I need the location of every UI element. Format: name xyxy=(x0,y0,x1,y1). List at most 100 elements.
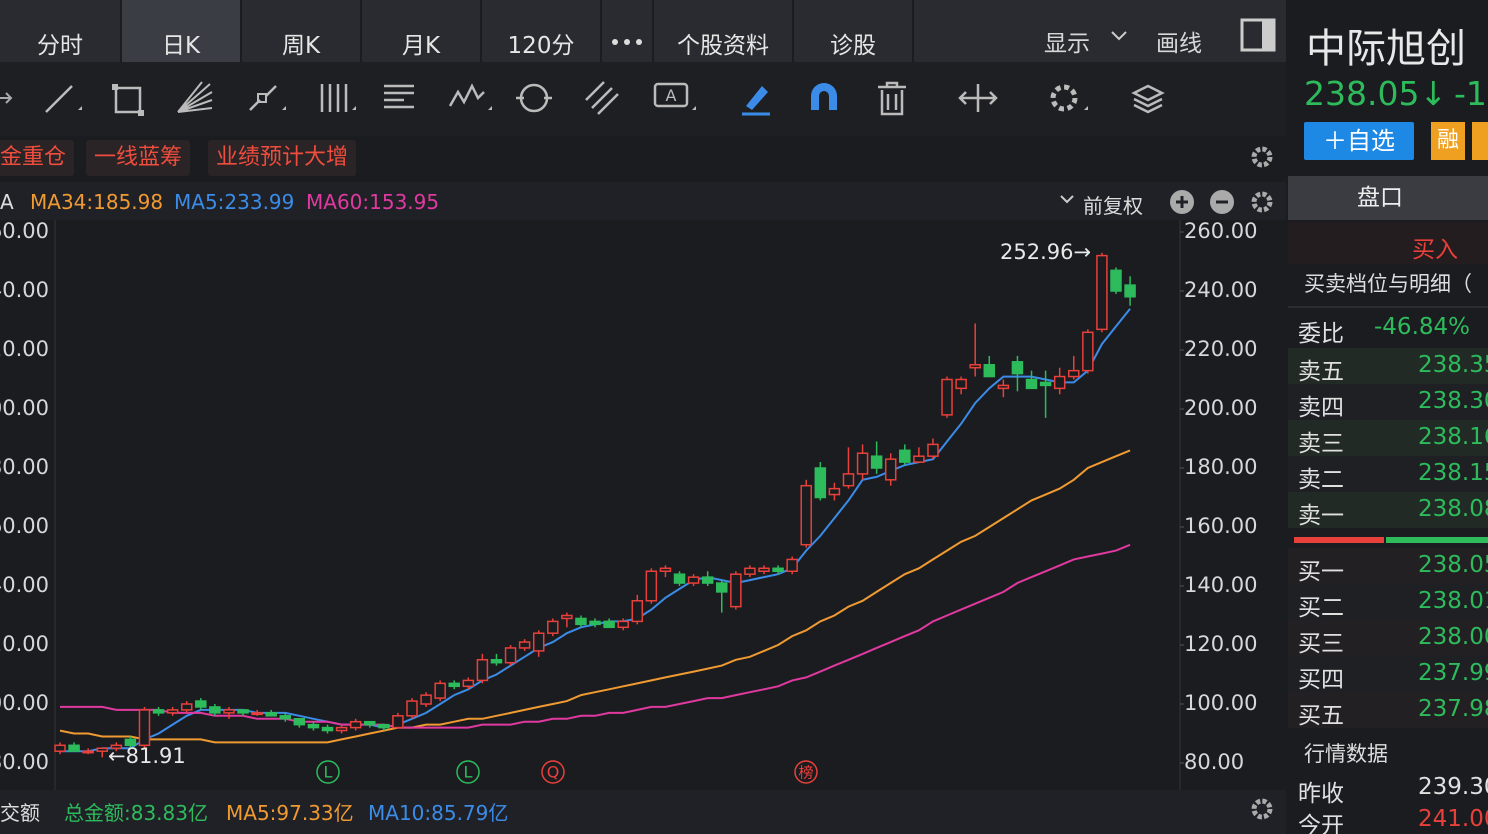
margin-badge: 融 xyxy=(1431,122,1465,160)
candle-body xyxy=(378,723,390,729)
tool[interactable] xyxy=(108,80,150,116)
tool[interactable] xyxy=(380,80,422,116)
tab-bar: 分时 日K 周K 月K 120分 个股资料 诊股 显示 画线 xyxy=(0,0,1286,62)
tab[interactable]: 分时 xyxy=(0,0,122,62)
ratio-label: 委比 xyxy=(1298,321,1344,347)
y-tick-label: 200.00 xyxy=(0,396,49,420)
more-button[interactable] xyxy=(602,0,654,62)
y2-tick-label: 260.00 xyxy=(1184,220,1257,243)
marker[interactable]: L xyxy=(464,763,473,782)
candle-body xyxy=(54,744,66,752)
tool[interactable] xyxy=(958,80,998,116)
row-label: 卖五 xyxy=(1298,359,1344,385)
book-row: 卖四 238.30 xyxy=(1288,384,1488,421)
book-row: 买二 238.01 xyxy=(1288,584,1488,621)
tab[interactable]: 诊股 xyxy=(794,0,914,62)
y-tick-label: 180.00 xyxy=(0,455,49,479)
book-heading: 买卖档位与明细（ xyxy=(1304,272,1472,296)
tool[interactable] xyxy=(448,80,494,116)
candle-body xyxy=(124,738,137,747)
tool[interactable] xyxy=(582,80,624,116)
marker[interactable]: L xyxy=(324,763,333,782)
chevron xyxy=(1111,31,1127,41)
market-heading: 行情数据 xyxy=(1304,742,1388,766)
book-row: 卖五 238.35 xyxy=(1288,348,1488,385)
candle-body xyxy=(645,570,658,602)
candle-body xyxy=(969,364,981,369)
row-label: 卖三 xyxy=(1298,431,1344,457)
price-chart: L L Q 榜 260.00 260.00 240.00 240.00 220.00 22… xyxy=(0,220,1257,790)
candle-body xyxy=(307,723,320,729)
watch-button[interactable]: ＋自选 xyxy=(1304,122,1414,160)
book-row: 买五 237.98 xyxy=(1288,692,1488,729)
buy-label[interactable]: 买入 xyxy=(1412,237,1458,263)
tool[interactable] xyxy=(246,80,288,116)
tool[interactable]: A xyxy=(652,80,698,116)
marker[interactable]: Q xyxy=(547,763,560,782)
candle-body xyxy=(532,632,545,652)
tool[interactable] xyxy=(1046,80,1090,116)
tab[interactable]: 月K xyxy=(362,0,482,62)
candle-body xyxy=(195,700,207,708)
draw-menu[interactable]: 画线 xyxy=(1156,31,1202,57)
tag[interactable]: 金重仓 xyxy=(0,140,75,176)
y2-tick-label: 240.00 xyxy=(1184,278,1257,302)
book-tab[interactable]: 盘口 xyxy=(1288,176,1488,220)
zoom-controls[interactable] xyxy=(1169,189,1277,215)
book-row: 今开 241.00 xyxy=(1288,802,1488,834)
row-label: 卖二 xyxy=(1298,467,1344,493)
tag[interactable]: 业绩预计大增 xyxy=(208,140,357,176)
tab[interactable]: 个股资料 xyxy=(654,0,794,62)
tool[interactable] xyxy=(174,80,216,116)
candle-body xyxy=(504,647,517,664)
candle-body xyxy=(96,747,108,752)
display-menu[interactable]: 显示 xyxy=(1044,31,1090,57)
tab[interactable]: 日K xyxy=(122,0,242,62)
divider xyxy=(1288,306,1488,308)
tool[interactable] xyxy=(316,80,358,116)
tool[interactable] xyxy=(874,80,910,116)
marker[interactable]: 榜 xyxy=(798,764,813,782)
candle-body xyxy=(786,558,798,573)
legend-ma60: MA60:153.95 xyxy=(306,190,440,214)
tool[interactable] xyxy=(42,80,84,116)
tool[interactable] xyxy=(0,80,14,116)
candle-body xyxy=(1124,284,1136,298)
row-value: 241.00 xyxy=(1418,806,1488,832)
book-row: 买四 237.99 xyxy=(1288,656,1488,693)
settings-icon[interactable] xyxy=(1249,144,1275,170)
candle-body xyxy=(730,573,742,608)
candle-body xyxy=(1110,269,1122,292)
book-row: 昨收 239.30 xyxy=(1288,770,1488,807)
tool[interactable] xyxy=(1130,80,1166,116)
tag[interactable]: 一线蓝筹 xyxy=(86,140,191,176)
candle-body xyxy=(1011,361,1024,375)
row-label: 买一 xyxy=(1298,559,1344,585)
panel-toggle[interactable] xyxy=(1240,18,1276,52)
row-label: 买三 xyxy=(1298,631,1344,657)
volume-total: 总金额:83.83亿 xyxy=(64,801,208,825)
adjust-menu[interactable]: 前复权 xyxy=(1083,194,1143,218)
row-label: 卖一 xyxy=(1298,503,1344,529)
y-tick-label: 240.00 xyxy=(0,278,49,302)
more-icon xyxy=(612,39,642,45)
candle-body xyxy=(603,620,615,629)
legend-ma5: MA5:233.99 xyxy=(174,190,295,214)
settings-icon[interactable] xyxy=(1249,796,1275,822)
candle-body xyxy=(941,378,953,416)
candle-body xyxy=(209,706,221,714)
quote-panel: 中际旭创 238.05↓ -1. ＋自选 融 盘口 买入 买卖档位与明细（ 委比… xyxy=(1288,0,1488,834)
candle-body xyxy=(547,620,559,634)
candle-body xyxy=(349,720,362,729)
tool[interactable] xyxy=(738,80,774,116)
candle-body xyxy=(110,744,123,749)
tab[interactable]: 120分 xyxy=(482,0,602,62)
candle-body xyxy=(772,567,784,572)
tool[interactable] xyxy=(806,80,842,116)
tool[interactable] xyxy=(514,80,556,116)
candle-body xyxy=(293,718,306,726)
y2-tick-label: 200.00 xyxy=(1184,396,1257,420)
row-value: 238.01 xyxy=(1418,588,1488,614)
y2-tick-label: 120.00 xyxy=(1184,632,1257,656)
tab[interactable]: 周K xyxy=(242,0,362,62)
